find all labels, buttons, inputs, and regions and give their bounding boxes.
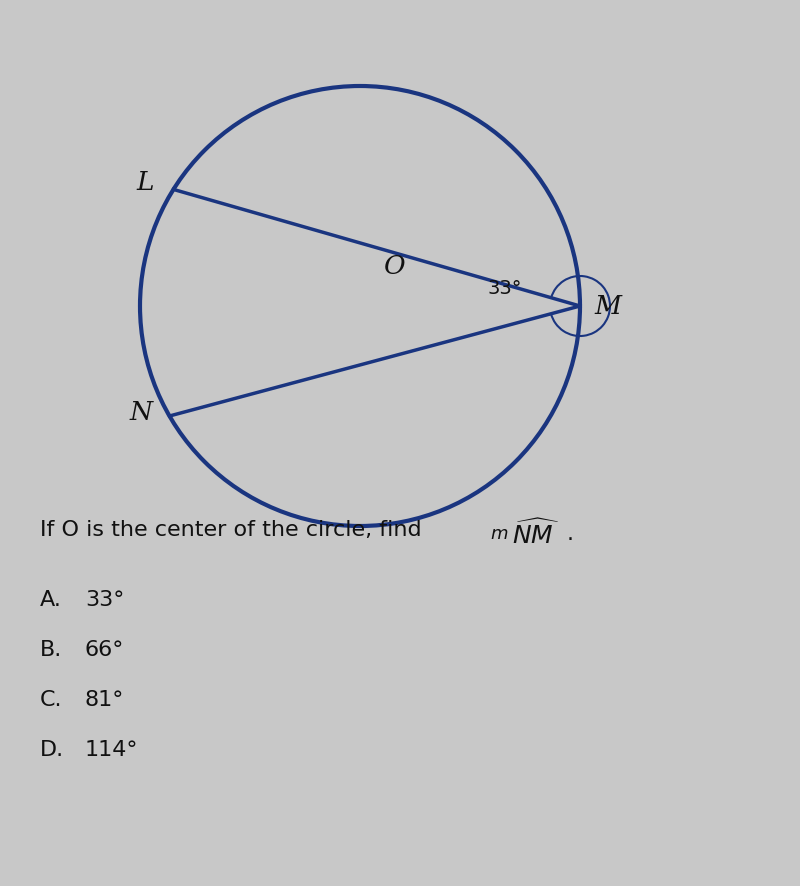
Text: L: L xyxy=(137,170,154,195)
Text: B.: B. xyxy=(40,640,62,659)
Text: $m$: $m$ xyxy=(490,525,508,542)
Text: 114°: 114° xyxy=(85,739,138,759)
Text: N: N xyxy=(130,399,153,424)
Text: $\widehat{NM}$: $\widehat{NM}$ xyxy=(512,518,559,548)
Text: 66°: 66° xyxy=(85,640,124,659)
Text: A.: A. xyxy=(40,589,62,610)
Text: C.: C. xyxy=(40,689,62,709)
Text: .: . xyxy=(567,524,574,543)
Text: O: O xyxy=(384,254,406,279)
Text: D.: D. xyxy=(40,739,64,759)
Text: 33°: 33° xyxy=(85,589,124,610)
Text: M: M xyxy=(594,294,622,319)
Text: If O is the center of the circle, find: If O is the center of the circle, find xyxy=(40,519,422,540)
Text: 33°: 33° xyxy=(488,279,522,299)
Text: 81°: 81° xyxy=(85,689,124,709)
